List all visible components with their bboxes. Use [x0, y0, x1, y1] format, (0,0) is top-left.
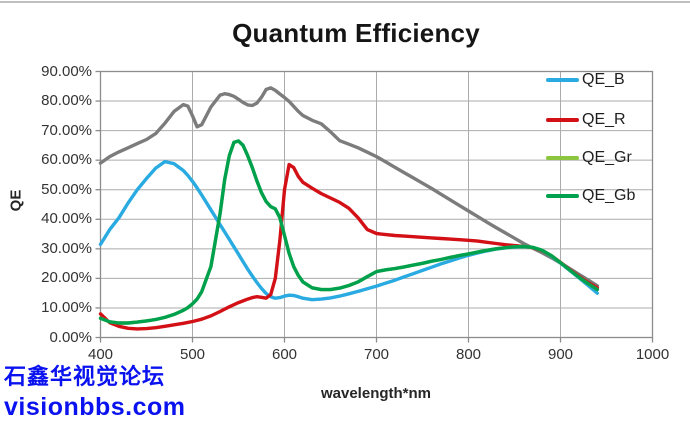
x-tick-label: 600 — [271, 346, 298, 363]
legend-entry-qe-gr: QE_Gr — [546, 146, 632, 170]
top-edge-line — [0, 1, 690, 3]
y-tick-label: 70.00% — [41, 121, 92, 139]
y-tick-label: 10.00% — [41, 298, 92, 316]
x-tick-label: 500 — [179, 346, 206, 363]
series-line-unlabeled-gray — [98, 86, 599, 288]
legend-swatch-qe-gb — [546, 194, 579, 198]
y-tick-label: 30.00% — [41, 239, 92, 257]
legend-label-qe-b: QE_B — [582, 71, 625, 88]
y-tick-label: 90.00% — [41, 62, 92, 80]
watermark-line1: 石鑫华视觉论坛 — [4, 364, 166, 389]
x-tick-label: 400 — [87, 346, 114, 363]
chart-title: Quantum Efficiency — [232, 18, 480, 48]
legend-swatch-qe-b — [546, 78, 579, 82]
series-line-QE_B — [98, 159, 599, 302]
legend-swatch-qe-r — [546, 118, 579, 122]
series-line-QE_R — [98, 162, 599, 331]
x-tick-label: 700 — [363, 346, 390, 363]
legend-entry-qe-b: QE_B — [546, 68, 625, 92]
y-tick-label: 50.00% — [41, 180, 92, 198]
x-tick-label: 800 — [455, 346, 482, 363]
y-tick-label: 20.00% — [41, 269, 92, 287]
watermark-line2: visionbbs.com — [4, 393, 186, 421]
legend-entry-qe-r: QE_R — [546, 108, 626, 132]
y-tick-label: 0.00% — [49, 328, 92, 346]
x-tick-label: 1000 — [635, 346, 670, 363]
y-tick-label: 40.00% — [41, 210, 92, 228]
x-tick-label: 900 — [547, 346, 574, 363]
y-tick-label: 80.00% — [41, 92, 92, 110]
legend-entry-qe-gb: QE_Gb — [546, 184, 635, 208]
series-line-QE_Gb — [98, 139, 599, 325]
legend-label-qe-r: QE_R — [582, 111, 626, 128]
legend-label-qe-gr: QE_Gr — [582, 149, 632, 166]
x-axis-title: wavelength*nm — [320, 385, 432, 402]
legend-swatch-qe-gr — [546, 156, 579, 160]
y-tick-label: 60.00% — [41, 151, 92, 169]
series-line-QE_Gr — [98, 139, 599, 325]
legend-label-qe-gb: QE_Gb — [582, 187, 636, 204]
